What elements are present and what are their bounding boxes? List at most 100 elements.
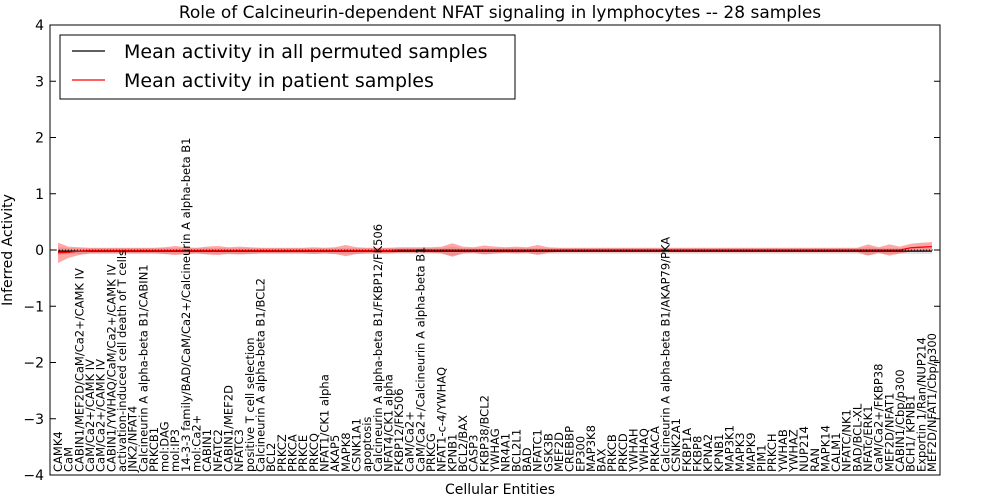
- x-tick-label: mol:Ca2+: [190, 415, 204, 472]
- x-tick-label: PIM1: [754, 444, 768, 472]
- y-tick-label: −3: [23, 412, 44, 428]
- x-tick-label: MEF2D/NFAT1/Cbp/p300: [925, 333, 939, 472]
- x-tick-label: NFATC2: [211, 429, 225, 472]
- y-tick-label: −2: [23, 356, 44, 372]
- y-tick-label: −1: [23, 299, 44, 315]
- x-tick-label: apoptosis: [360, 417, 374, 472]
- x-tick-label: BAX: [595, 448, 609, 472]
- x-tick-label: BCL2: [264, 443, 278, 472]
- x-tick-label: NR4A1: [499, 433, 513, 472]
- plot-frame: [49, 24, 941, 476]
- x-tick-label: Calcineurin A alpha-beta B1/FKBP12/FK506: [371, 224, 385, 472]
- x-tick-label: CABIN1/MEF2D: [222, 385, 236, 472]
- x-tick-label: PRKCH: [765, 433, 779, 472]
- y-axis: −4 −3 −2 −1 0 1 2 3 4: [23, 18, 940, 484]
- y-tick-label: 2: [35, 131, 44, 147]
- x-tick-label: activation-induced cell death of T cells: [115, 250, 129, 472]
- x-tick-label: CAMK4: [51, 431, 65, 472]
- x-tick-label: MEF2D/NFAT1: [882, 393, 896, 472]
- x-tick-label: YWHAB: [776, 429, 790, 473]
- x-tick-label: FKBP12/FK506: [392, 388, 406, 472]
- x-tick-label: MAP3K8: [584, 425, 598, 472]
- legend-label-patient: Mean activity in patient samples: [124, 70, 434, 92]
- x-tick-label: CaM/Ca2+: [403, 411, 417, 472]
- x-tick-label: PRKCD: [616, 433, 630, 472]
- x-tick-label: PRKCB1: [147, 427, 161, 472]
- x-tick-label: MEF2D: [552, 432, 566, 472]
- x-tick-label: mol:DAG: [158, 421, 172, 472]
- x-tick-label: CABIN1/YWHAQ/CaM/Ca2+/CAMK IV: [104, 264, 118, 472]
- x-tick-label: PRKCB: [605, 434, 619, 472]
- x-tick-label: RAN: [808, 448, 822, 472]
- x-tick-label: CASP3: [467, 435, 481, 472]
- x-tick-label: BCH1/ KPNB1: [904, 395, 918, 473]
- x-tick-label: NFATC3: [232, 429, 246, 472]
- x-tick-label: CaM/Ca2+/CAMK IV: [83, 359, 97, 472]
- x-tick-label: PRKCG: [424, 433, 438, 472]
- x-tick-label: KPNB1: [712, 434, 726, 472]
- x-tick-label: PRKCE: [296, 435, 310, 472]
- x-tick-label: CaM: [62, 447, 76, 472]
- x-tick-label: NFAT1/CK1 alpha: [317, 374, 331, 472]
- x-tick-label: PRKCQ: [307, 433, 321, 472]
- x-tick-label: MAP3K1: [722, 425, 736, 472]
- x-tick-label: positive T cell selection: [243, 337, 257, 472]
- x-tick-label: CABIN1/Cbp/p300: [893, 369, 907, 472]
- x-tick-label: PRKCZ: [275, 434, 289, 472]
- x-tick-label: GSK3B: [541, 433, 555, 472]
- x-axis-label: Cellular Entities: [445, 482, 555, 498]
- x-tick-label: YWHAZ: [786, 429, 800, 473]
- x-tick-label: CSNK1A1: [349, 418, 363, 472]
- x-tick-label: JNK2/NFAT4: [126, 406, 140, 473]
- y-axis-label: Inferred Activity: [0, 194, 16, 306]
- x-tick-label: KPNB1: [445, 434, 459, 472]
- x-tick-label: MAPK8: [339, 432, 353, 472]
- y-tick-label: 1: [35, 187, 44, 203]
- chart-title: Role of Calcineurin-dependent NFAT signa…: [179, 3, 821, 23]
- x-tick-label: CSNK2A1: [669, 418, 683, 472]
- x-tick-label: EP300: [573, 436, 587, 472]
- legend: Mean activity in all permuted samples Me…: [59, 34, 516, 100]
- x-tick-label: NUP214: [797, 426, 811, 472]
- x-tick-label: CALM1: [829, 432, 843, 472]
- x-tick-label: NFAT4/CK1 alpha: [381, 374, 395, 472]
- x-tick-label: CABIN1/MEF2D/CaM/Ca2+/CAMK IV: [72, 268, 86, 472]
- y-tick-label: 3: [35, 74, 44, 90]
- patient-band: [58, 242, 932, 263]
- x-tick-label: KPNA2: [701, 434, 715, 472]
- x-tick-label: PRKCA: [285, 434, 299, 472]
- x-tick-label: BCL2/BAX: [456, 415, 470, 472]
- x-tick-label: YWHAG: [488, 428, 502, 473]
- x-tick-label: NFATC1: [531, 429, 545, 472]
- y-tick-label: 4: [35, 18, 44, 34]
- x-tick-label: MAPK9: [744, 432, 758, 472]
- y-tick-label: 0: [35, 243, 44, 259]
- x-tick-label: NFATC/NK1: [840, 409, 854, 472]
- x-tick-label: Calcineurin A alpha-beta B1/CABIN1: [136, 264, 150, 472]
- x-tick-label: FKBP8: [691, 436, 705, 472]
- x-tick-label: YWHAQ: [637, 428, 651, 473]
- x-tick-label: FKBP38/BCL2: [477, 395, 491, 472]
- x-tick-label: YWHAH: [627, 428, 641, 473]
- legend-box: [59, 34, 516, 100]
- x-tick-label: BAD: [520, 447, 534, 472]
- x-tick-label: FKBP1A: [680, 428, 694, 472]
- x-tick-label: CREBBP: [563, 426, 577, 472]
- legend-label-permuted: Mean activity in all permuted samples: [124, 41, 487, 63]
- x-tick-label: BAD/BCL-XL: [850, 403, 864, 472]
- x-tick-label: Exportin 1/Ran/NUP214: [914, 337, 928, 472]
- x-tick-label: NFAT1-c-4/YWHAQ: [435, 367, 449, 472]
- x-tick-label: CaM/Ca2+/FKBP38: [872, 364, 886, 472]
- x-tick-label: CABIN1: [200, 429, 214, 472]
- x-tick-label: MAPK3: [733, 432, 747, 472]
- x-tick-label: AKAP5: [328, 435, 342, 472]
- x-tick-label: mol:IP3: [168, 429, 182, 472]
- x-tick-label: Calcineurin A alpha-beta B1/AKAP79/PKA: [659, 237, 673, 472]
- x-tick-label: Calcineurin A alpha-beta B1/BCL2: [254, 278, 268, 472]
- x-tick-label: NFATc/ERK1: [861, 405, 875, 472]
- x-tick-label: CaM/Ca2+/CAMK IV: [94, 359, 108, 472]
- x-tick-label: CaM/Ca2+/Calcineurin A alpha-beta B1: [413, 247, 427, 472]
- x-tick-label: MAPK14: [818, 425, 832, 472]
